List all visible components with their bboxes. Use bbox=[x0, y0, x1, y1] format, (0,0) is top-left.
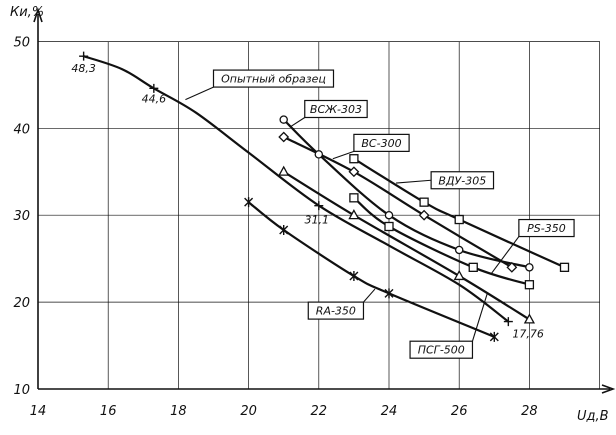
x-tick-label-28: 28 bbox=[521, 404, 538, 419]
series-line-опытный-образец bbox=[82, 55, 510, 323]
y-tick-label-20: 20 bbox=[13, 296, 30, 311]
x-axis-label: Uд,В bbox=[577, 409, 609, 424]
data-label-опытный-образец-3: 17,76 bbox=[512, 328, 544, 341]
callout-box-всж-303 bbox=[304, 99, 368, 119]
marker-псг-500-3 bbox=[523, 313, 535, 324]
callout-label-опытный-образец: Опытный образец bbox=[221, 73, 326, 86]
x-tick-label-14: 14 bbox=[30, 404, 47, 419]
marker-ra-350-2 bbox=[349, 271, 359, 282]
labels-layer: 48,3 44,6 31,1 17,76 bbox=[71, 62, 543, 340]
y-tick-label-50: 50 bbox=[13, 35, 30, 50]
callout-leader-ra-350 bbox=[363, 288, 376, 303]
x-tick-label-18: 18 bbox=[170, 404, 187, 419]
marker-ps-350-1 bbox=[384, 221, 394, 232]
callout-box-ra-350 bbox=[307, 301, 365, 320]
x-tick-label-16: 16 bbox=[100, 404, 117, 419]
axes: 14 16 18 20 22 24 26 28 10 20 30 40 50 bbox=[13, 7, 616, 419]
x-axis-arrow bbox=[601, 384, 616, 394]
y-axis-label: Ки,% bbox=[10, 5, 44, 20]
callout-leader-вду-305 bbox=[395, 179, 432, 184]
callout-leader-опытный-образец bbox=[185, 86, 214, 101]
marker-опытный-образец-3 bbox=[503, 317, 513, 327]
marker-псг-500-1 bbox=[348, 209, 360, 220]
marker-всж-303-2 bbox=[384, 210, 394, 220]
callout-label-всж-303: ВСЖ-303 bbox=[310, 103, 362, 116]
callout-label-вс-300: ВС-300 bbox=[361, 137, 401, 150]
callout-leader-всж-303 bbox=[290, 117, 306, 128]
marker-ra-350-1 bbox=[279, 224, 289, 235]
callout-label-вду-305: ВДУ-305 bbox=[438, 174, 486, 187]
marker-всж-303-3 bbox=[454, 245, 464, 255]
marker-опытный-образец-2 bbox=[314, 201, 324, 211]
x-tick-label-20: 20 bbox=[240, 404, 257, 419]
marker-вду-305-2 bbox=[454, 214, 464, 225]
marker-вду-305-3 bbox=[559, 262, 570, 272]
marker-ps-350-0 bbox=[349, 193, 359, 203]
marker-ra-350-0 bbox=[244, 197, 254, 208]
series-line-псг-500 bbox=[282, 170, 531, 321]
x-tick-label-24: 24 bbox=[381, 404, 398, 419]
marker-вс-300-1 bbox=[348, 166, 360, 178]
data-label-опытный-образец-1: 44,6 bbox=[142, 92, 167, 105]
y-tick-label-10: 10 bbox=[13, 383, 30, 398]
marker-опытный-образец-0 bbox=[79, 51, 89, 61]
data-label-опытный-образец-0: 48,3 bbox=[71, 62, 96, 75]
callouts-layer: Опытный образец ВСЖ-303 ВС-300 ВДУ-305 PS-35… bbox=[185, 69, 575, 359]
callout-label-ps-350: PS-350 bbox=[527, 222, 566, 235]
marker-ps-350-2 bbox=[468, 262, 478, 272]
y-tick-label-30: 30 bbox=[13, 209, 30, 224]
marker-ps-350-3 bbox=[524, 280, 535, 290]
callout-leader-ps-350 bbox=[490, 236, 520, 275]
marker-ra-350-3 bbox=[384, 288, 394, 299]
callout-leader-вс-300 bbox=[332, 150, 355, 160]
y-tick-label-40: 40 bbox=[13, 122, 30, 137]
x-tick-label-26: 26 bbox=[451, 404, 468, 419]
y-axis-arrow bbox=[33, 7, 43, 23]
data-label-опытный-образец-2: 31,1 bbox=[305, 214, 330, 227]
marker-вс-300-3 bbox=[506, 261, 518, 273]
callout-label-ra-350: RA-350 bbox=[316, 305, 356, 318]
marker-ra-350-4 bbox=[489, 331, 499, 342]
marker-всж-303-0 bbox=[279, 115, 288, 124]
callout-box-опытный-образец bbox=[212, 69, 335, 88]
marker-вс-300-2 bbox=[418, 209, 430, 221]
callout-label-псг-500: ПСГ-500 bbox=[418, 344, 465, 357]
x-tick-label-22: 22 bbox=[311, 404, 328, 419]
markers-layer bbox=[79, 51, 570, 342]
marker-псг-500-0 bbox=[278, 165, 290, 176]
callout-box-вду-305 bbox=[430, 171, 495, 190]
callout-box-псг-500 bbox=[409, 340, 474, 359]
marker-опытный-образец-1 bbox=[149, 83, 159, 93]
callout-box-вс-300 bbox=[353, 133, 410, 152]
marker-вду-305-0 bbox=[349, 154, 359, 164]
callout-box-ps-350 bbox=[518, 218, 575, 238]
marker-вс-300-0 bbox=[278, 131, 290, 143]
series-line-вду-305 bbox=[352, 157, 566, 269]
marker-вду-305-1 bbox=[419, 197, 429, 207]
marker-всж-303-1 bbox=[314, 150, 324, 159]
series-line-ps-350 bbox=[352, 196, 531, 286]
marker-всж-303-4 bbox=[525, 263, 534, 272]
marker-псг-500-2 bbox=[453, 269, 465, 281]
callout-leader-псг-500 bbox=[471, 293, 488, 342]
